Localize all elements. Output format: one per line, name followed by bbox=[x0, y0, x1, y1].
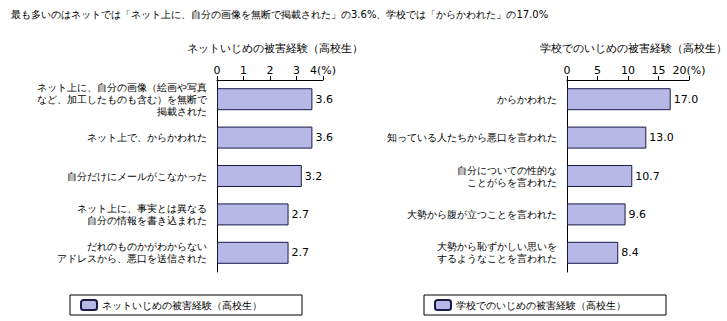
svg-text:5: 5 bbox=[594, 64, 601, 77]
svg-text:ネット上で、からかわれた: ネット上で、からかわれた bbox=[87, 132, 207, 143]
svg-text:学校でのいじめの被害経験（高校生）: 学校でのいじめの被害経験（高校生） bbox=[540, 42, 727, 55]
svg-text:するようなことを言われた: するようなことを言われた bbox=[437, 253, 557, 264]
svg-text:3: 3 bbox=[293, 64, 300, 77]
svg-text:15: 15 bbox=[652, 64, 666, 77]
svg-text:ネット上に、自分の画像（絵画や写真: ネット上に、自分の画像（絵画や写真 bbox=[37, 82, 207, 93]
svg-text:0: 0 bbox=[214, 64, 221, 77]
svg-text:17.0: 17.0 bbox=[674, 93, 699, 106]
svg-text:自分だけにメールがこなかった: 自分だけにメールがこなかった bbox=[67, 171, 207, 182]
svg-text:大勢から腹が立つことを言われた: 大勢から腹が立つことを言われた bbox=[407, 209, 557, 220]
svg-text:など、加工したものも含む）を無断で: など、加工したものも含む）を無断で bbox=[37, 94, 208, 105]
svg-text:2: 2 bbox=[267, 64, 274, 77]
svg-text:最も多いのはネットでは「ネット上に、自分の画像を無断で掲載さ: 最も多いのはネットでは「ネット上に、自分の画像を無断で掲載された」の3.6%、学… bbox=[11, 9, 548, 20]
svg-text:1: 1 bbox=[240, 64, 247, 77]
svg-text:からかわれた: からかわれた bbox=[497, 94, 557, 105]
svg-text:10.7: 10.7 bbox=[635, 170, 660, 183]
svg-text:大勢から恥ずかしい思いを: 大勢から恥ずかしい思いを bbox=[437, 241, 557, 253]
svg-text:20(%): 20(%) bbox=[672, 64, 705, 77]
svg-text:ことがらを言われた: ことがらを言われた bbox=[467, 177, 557, 188]
svg-text:アドレスから、悪口を送信された: アドレスから、悪口を送信された bbox=[57, 253, 207, 264]
svg-text:学校でのいじめの被害経験（高校生）: 学校でのいじめの被害経験（高校生） bbox=[456, 300, 626, 311]
svg-text:知っている人たちから悪口を言われた: 知っている人たちから悪口を言われた bbox=[387, 132, 557, 143]
svg-text:4(%): 4(%) bbox=[310, 64, 336, 77]
svg-text:だれのものかがわからない: だれのものかがわからない bbox=[87, 241, 207, 252]
svg-text:自分の情報を書き込まれた: 自分の情報を書き込まれた bbox=[87, 215, 207, 226]
svg-text:ネット上に、事実とは異なる: ネット上に、事実とは異なる bbox=[77, 203, 207, 214]
svg-text:13.0: 13.0 bbox=[649, 131, 674, 144]
svg-text:8.4: 8.4 bbox=[621, 246, 639, 259]
svg-text:3.6: 3.6 bbox=[315, 131, 333, 144]
svg-text:2.7: 2.7 bbox=[292, 208, 310, 221]
svg-text:9.6: 9.6 bbox=[629, 208, 647, 221]
svg-text:自分についての性的な: 自分についての性的な bbox=[457, 165, 557, 176]
svg-text:ネットいじめの被害経験（高校生）: ネットいじめの被害経験（高校生） bbox=[102, 300, 262, 311]
svg-text:3.6: 3.6 bbox=[315, 93, 333, 106]
svg-text:0: 0 bbox=[564, 64, 571, 77]
svg-text:2.7: 2.7 bbox=[292, 246, 310, 259]
svg-text:3.2: 3.2 bbox=[305, 170, 323, 183]
svg-text:掲載された: 掲載された bbox=[157, 106, 207, 117]
svg-text:10: 10 bbox=[621, 64, 635, 77]
svg-text:ネットいじめの被害経験（高校生）: ネットいじめの被害経験（高校生） bbox=[187, 42, 363, 55]
